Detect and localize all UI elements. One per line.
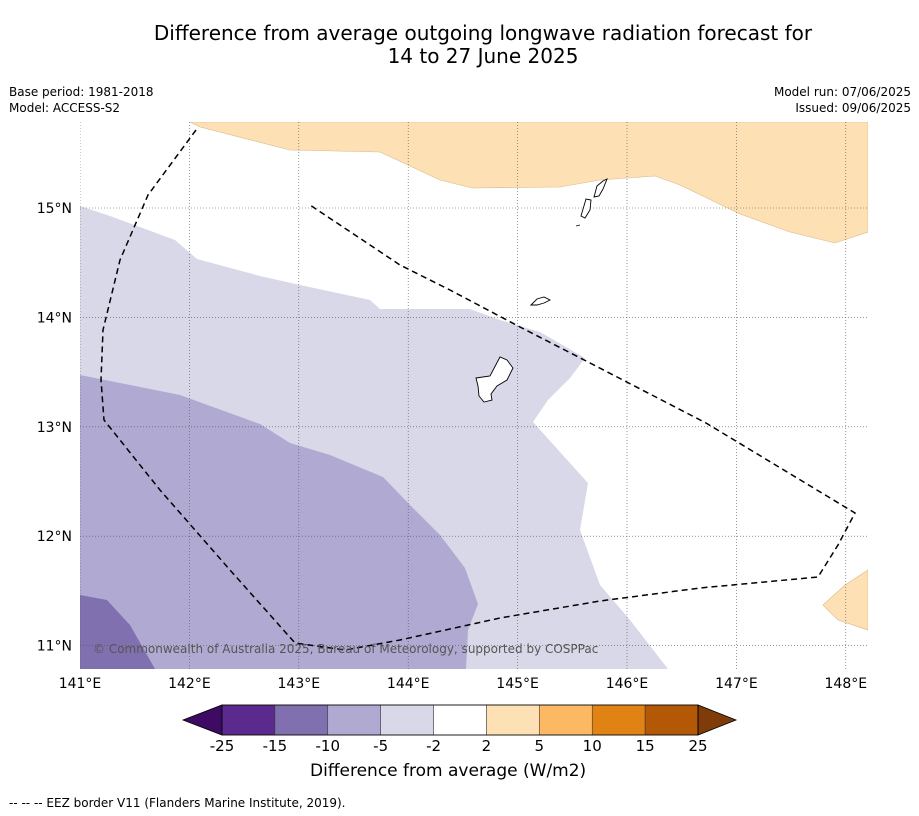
colorbar-tick-label: -2 [426, 737, 441, 755]
copyright-notice: © Commonwealth of Australia 2025, Bureau… [93, 642, 598, 656]
title-line-1: Difference from average outgoing longwav… [153, 21, 813, 45]
colorbar-box [644, 704, 699, 736]
colorbar-tick-label: -25 [210, 737, 235, 755]
colorbar-title: Difference from average (W/m2) [310, 761, 587, 781]
colorbar-tick-label: 10 [583, 737, 602, 755]
lon-tick-label: 143°E [278, 676, 321, 692]
model-name: Model: ACCESS-S2 [9, 101, 121, 115]
colorbar-tick-label: -5 [373, 737, 388, 755]
colorbar-extend-low [181, 704, 223, 736]
map-area: © Commonwealth of Australia 2025, Bureau… [80, 122, 868, 669]
anomaly-minus10-patch [80, 595, 155, 669]
colorbar-tick-label: 2 [482, 737, 492, 755]
aguijan-island [575, 224, 581, 227]
anomaly-minus5-band [80, 375, 478, 669]
colorbar-box [539, 704, 593, 736]
model-run: Model run: 07/06/2025 [773, 85, 911, 99]
latitude-labels: 15°N 14°N 13°N 12°N 11°N [37, 201, 72, 655]
graticule [80, 122, 868, 669]
title-line-2: 14 to 27 June 2025 [387, 44, 579, 68]
footnote: -- -- -- EEZ border V11 (Flanders Marine… [9, 796, 346, 810]
anomaly-positive-north [189, 122, 868, 244]
colorbar: -25 -15 -10 -5 -2 2 5 10 15 25 [181, 704, 738, 755]
colorbar-tick-label: 15 [636, 737, 655, 755]
info-left: Base period: 1981-2018 Model: ACCESS-S2 [9, 84, 154, 116]
longitude-labels: 141°E 142°E 143°E 144°E 145°E 146°E 147°E 148°E [59, 676, 867, 692]
colorbar-tick-label: -10 [316, 737, 341, 755]
lat-tick-label: 12°N [37, 529, 72, 545]
guam-island [475, 356, 514, 403]
lat-tick-label: 13°N [37, 420, 72, 436]
chart-title: Difference from average outgoing longwav… [0, 22, 919, 68]
colorbar-box [274, 704, 329, 736]
colorbar-box [380, 704, 434, 736]
lon-tick-label: 142°E [168, 676, 211, 692]
lon-tick-label: 144°E [387, 676, 430, 692]
colorbar-tick-label: 5 [535, 737, 545, 755]
colorbar-box [486, 704, 540, 736]
colorbar-tick-label: -15 [263, 737, 288, 755]
colorbar-box [221, 704, 276, 736]
eez-border [100, 129, 856, 651]
colorbar-box [327, 704, 381, 736]
lat-tick-label: 15°N [37, 201, 72, 217]
base-period: Base period: 1981-2018 [9, 85, 154, 99]
rota-island [529, 296, 552, 306]
lon-tick-label: 141°E [59, 676, 102, 692]
lat-tick-label: 14°N [37, 310, 72, 326]
lon-tick-label: 148°E [825, 676, 868, 692]
lon-tick-label: 145°E [496, 676, 539, 692]
lon-tick-label: 146°E [606, 676, 649, 692]
tinian-island [580, 198, 592, 219]
colorbar-tick-label: 25 [688, 737, 707, 755]
info-right: Model run: 07/06/2025 Issued: 09/06/2025 [774, 84, 911, 116]
colorbar-frame [221, 704, 699, 736]
colorbar-extend-high [697, 704, 738, 736]
issued-date: Issued: 09/06/2025 [795, 101, 911, 115]
saipan-island [593, 178, 608, 198]
lat-tick-label: 11°N [37, 639, 72, 655]
colorbar-box [433, 704, 487, 736]
colorbar-box [591, 704, 646, 736]
lon-tick-label: 147°E [715, 676, 758, 692]
